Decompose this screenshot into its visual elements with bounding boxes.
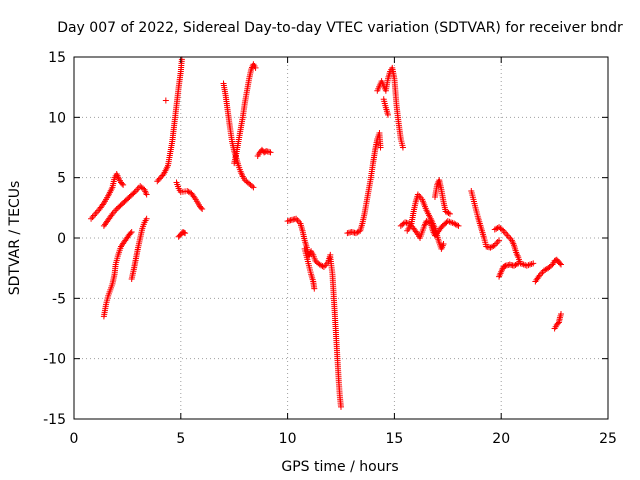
- data-point-plus: [198, 204, 205, 211]
- x-tick-label: 10: [279, 431, 297, 447]
- data-point-plus: [250, 184, 257, 191]
- data-point-plus: [440, 241, 447, 248]
- y-tick-label: 0: [57, 231, 66, 247]
- series-arc-14: [344, 130, 384, 237]
- x-tick-label: 25: [599, 431, 617, 447]
- series-arc-13: [327, 254, 344, 410]
- data-point-plus: [399, 144, 406, 151]
- data-point-plus: [249, 183, 255, 190]
- data-point-plus: [143, 191, 150, 198]
- data-point-plus: [338, 403, 344, 410]
- y-tick-label: -10: [43, 352, 66, 368]
- series-arc-21: [491, 224, 537, 269]
- series-arc-22: [496, 260, 522, 280]
- y-tick-label: 10: [48, 110, 66, 126]
- series-arc-8: [220, 80, 257, 191]
- data-point-plus: [446, 210, 453, 217]
- data-point-plus: [319, 263, 326, 270]
- data-point-plus: [155, 176, 162, 183]
- x-tick-label: 0: [70, 431, 79, 447]
- y-tick-label: -15: [43, 412, 66, 428]
- data-point-plus: [131, 189, 138, 196]
- data-point-plus: [377, 144, 384, 151]
- data-point-plus: [515, 260, 522, 267]
- series-arc-7: [175, 228, 189, 240]
- x-axis-label: GPS time / hours: [281, 459, 398, 475]
- x-tick-label: 5: [176, 431, 185, 447]
- data-point-plus: [120, 181, 127, 188]
- grid-lines: [74, 57, 608, 419]
- series-arc-10: [254, 146, 274, 159]
- series-arc-11: [284, 215, 334, 270]
- series-outlier-1: [162, 97, 169, 104]
- series-arc-4: [128, 215, 150, 283]
- data-point-plus: [154, 178, 161, 185]
- data-point-plus: [128, 228, 135, 235]
- data-point-plus: [454, 222, 461, 229]
- data-point-plus: [181, 229, 188, 236]
- data-point-plus: [554, 320, 561, 327]
- series-arc-19: [431, 177, 453, 217]
- series-arc-24: [551, 311, 565, 332]
- chart-title: Day 007 of 2022, Sidereal Day-to-day VTE…: [57, 20, 623, 36]
- data-point-plus: [530, 260, 537, 267]
- data-point-plus: [556, 260, 563, 267]
- data-point-plus: [445, 210, 452, 217]
- series-arc-20: [468, 187, 503, 251]
- data-point-plus: [159, 172, 166, 179]
- series-arc-2: [100, 183, 150, 229]
- data-point-plus: [558, 261, 565, 268]
- y-axis-label: SDTVAR / TECUs: [7, 181, 23, 296]
- data-point-plus: [158, 173, 165, 180]
- data-point-plus: [119, 180, 126, 187]
- data-point-plus: [513, 261, 520, 268]
- data-point-plus: [455, 222, 462, 229]
- series-arc-18: [404, 191, 447, 252]
- axis-ticks: 0 5 10 15 20 25 -15 -10 -5 0 5 10 15: [43, 50, 617, 447]
- y-tick-label: 15: [48, 50, 66, 66]
- y-tick-label: 5: [57, 171, 66, 187]
- data-point-plus: [548, 262, 555, 269]
- series-arc-16: [380, 96, 391, 118]
- data-point-plus: [311, 285, 318, 292]
- data-point-plus: [252, 64, 259, 71]
- series-arc-15: [374, 64, 406, 151]
- data-point-plus: [162, 97, 169, 104]
- data-point-plus: [156, 175, 163, 182]
- series-arc-9: [231, 61, 259, 167]
- data-point-plus: [558, 311, 565, 318]
- series-arc-23: [532, 256, 565, 285]
- data-points: [88, 56, 565, 410]
- y-tick-label: -5: [52, 291, 66, 307]
- x-tick-label: 20: [492, 431, 510, 447]
- data-point-plus: [199, 206, 206, 213]
- data-point-plus: [182, 230, 189, 237]
- series-arc-1: [88, 171, 127, 222]
- series-arc-3: [100, 228, 135, 320]
- data-point-plus: [496, 237, 503, 244]
- data-point-plus: [498, 226, 505, 233]
- data-point-plus: [143, 215, 150, 222]
- data-point-plus: [127, 230, 134, 237]
- series-arc-12: [301, 245, 318, 292]
- data-point-plus: [267, 149, 274, 156]
- x-tick-label: 15: [385, 431, 403, 447]
- series-arc-5: [154, 56, 185, 185]
- data-point-plus: [384, 111, 391, 118]
- series-arc-6: [173, 179, 206, 213]
